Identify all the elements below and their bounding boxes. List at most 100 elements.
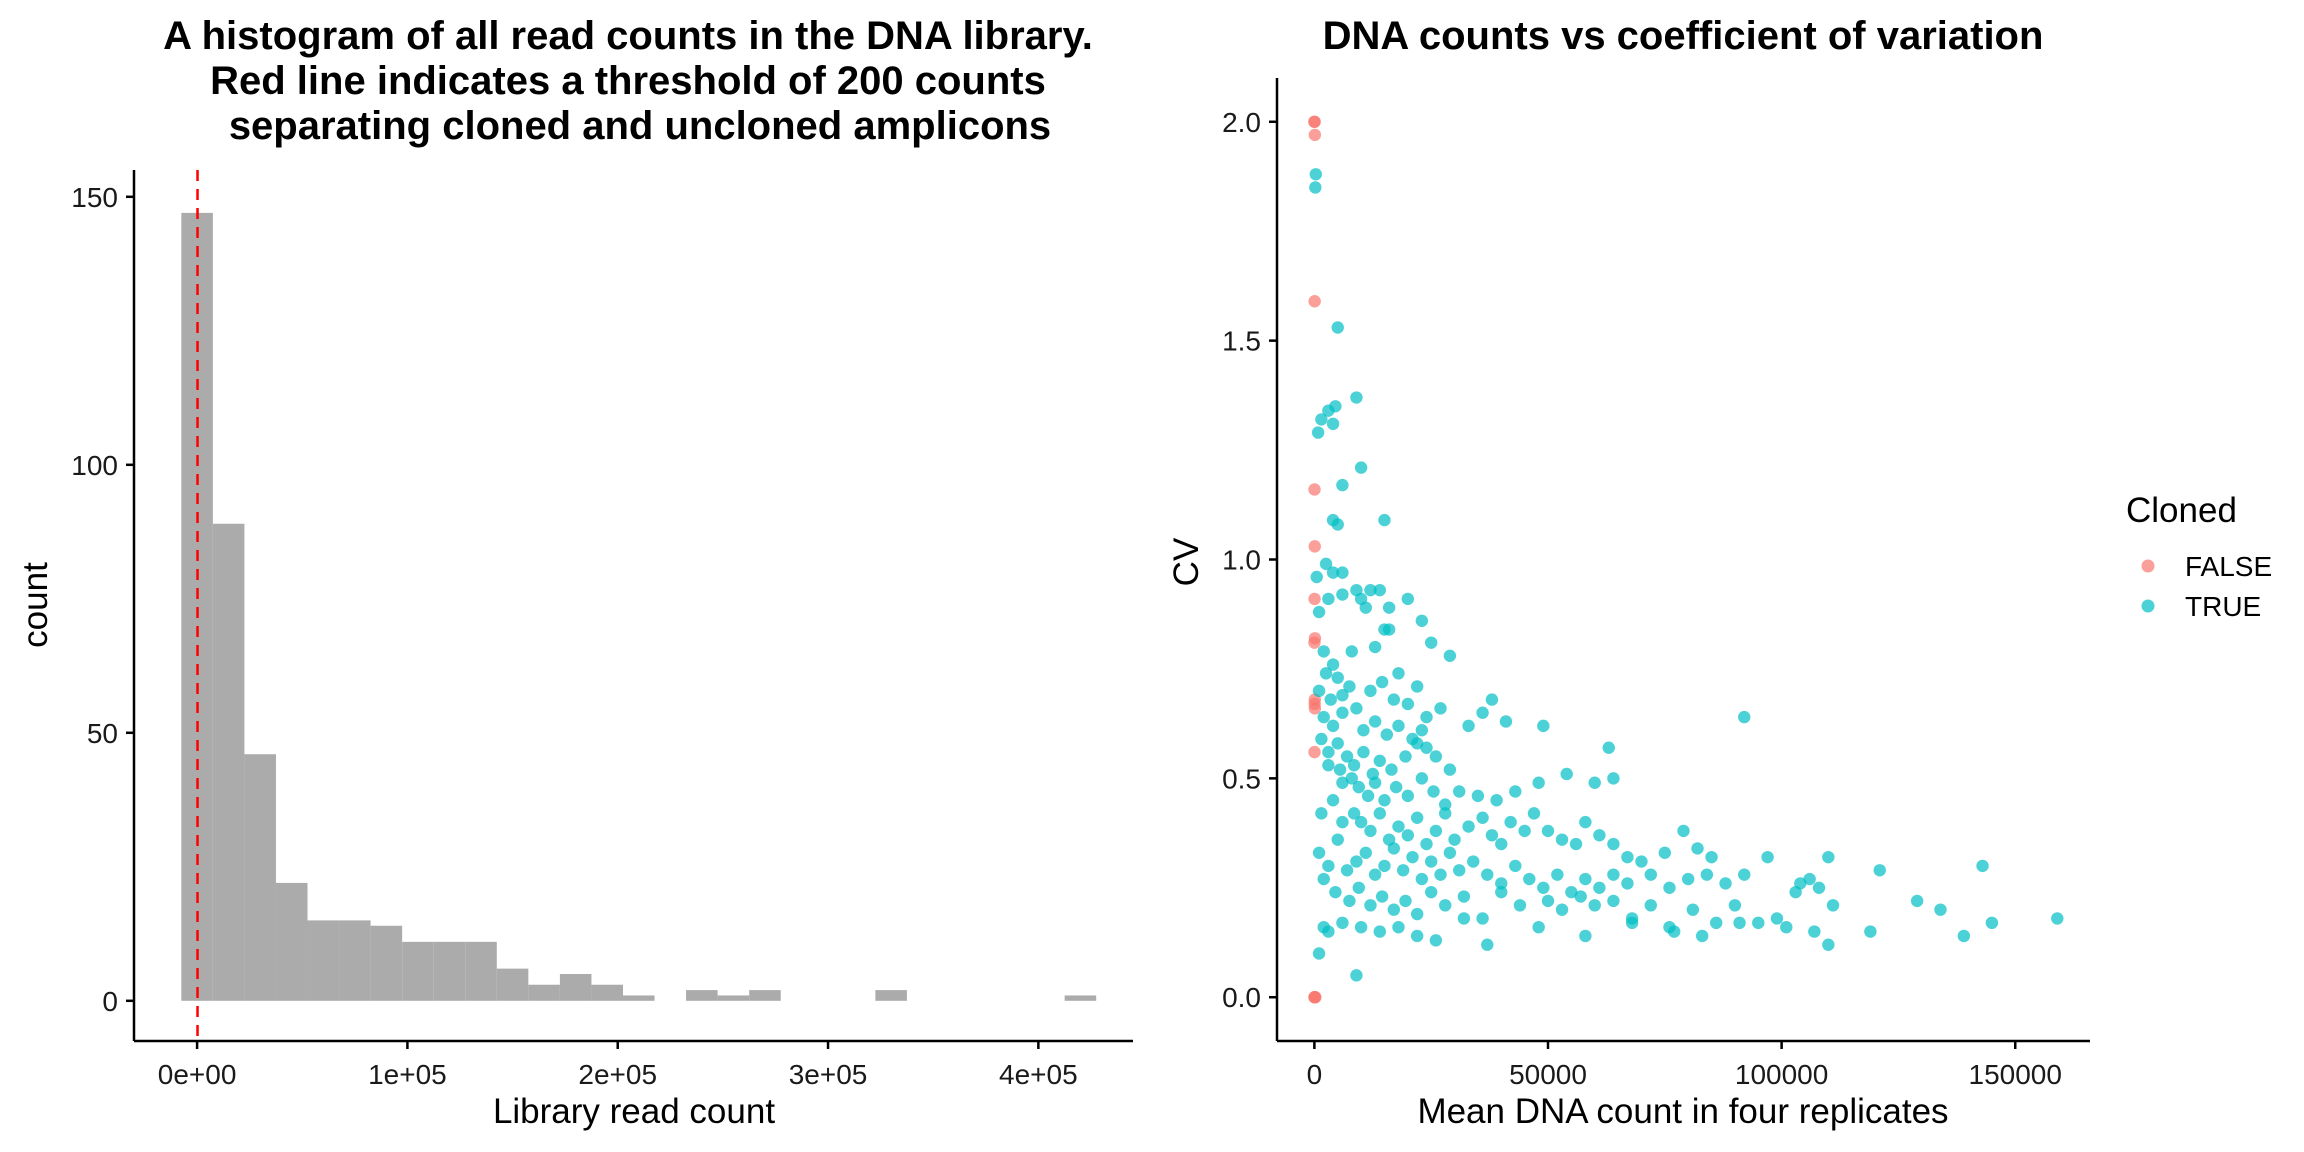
scatter-point-true	[1396, 864, 1410, 877]
histogram-y-tick-label: 50	[87, 718, 118, 749]
scatter-point-true	[1359, 846, 1372, 859]
histogram-bar	[622, 995, 655, 1001]
scatter-point-true	[1336, 815, 1349, 829]
scatter-point-true	[1309, 168, 1322, 181]
scatter-point-true	[1752, 916, 1765, 930]
scatter-x-tick-label: 150000	[1969, 1059, 2062, 1090]
scatter-point-true	[1710, 916, 1723, 930]
scatter-point-true	[1822, 938, 1835, 951]
scatter-point-true	[1588, 899, 1601, 912]
scatter-point-false	[1308, 295, 1321, 308]
scatter-point-true	[1439, 798, 1452, 811]
scatter-point-true	[1985, 916, 1999, 930]
histogram-title-line-3: separating cloned and uncloned amplicons	[229, 104, 1051, 148]
scatter-points	[1308, 115, 2064, 1004]
scatter-point-true	[1401, 697, 1415, 711]
scatter-point-true	[1621, 850, 1634, 864]
scatter-point-true	[1373, 754, 1386, 768]
scatter-point-true	[1780, 920, 1793, 934]
scatter-point-true	[1826, 899, 1840, 912]
scatter-point-true	[1399, 750, 1412, 763]
scatter-point-true	[1429, 934, 1443, 947]
scatter-point-true	[1387, 693, 1401, 706]
histogram-bar	[275, 882, 308, 1001]
scatter-point-true	[1770, 912, 1784, 925]
scatter-y-tick-label: 1.0	[1222, 545, 1261, 576]
scatter-point-true	[1579, 929, 1592, 943]
scatter-point-true	[1392, 820, 1405, 833]
histogram-y-ticks: 0 50 100 150	[71, 182, 134, 1017]
scatter-point-true	[1336, 776, 1349, 789]
scatter-point-true	[1415, 724, 1429, 737]
histogram-bar	[528, 984, 560, 1001]
scatter-point-true	[1509, 859, 1522, 873]
scatter-y-axis-label: CV	[1167, 537, 1206, 586]
histogram-y-axis-label: count	[16, 562, 55, 648]
scatter-point-true	[1427, 785, 1440, 798]
scatter-point-true	[1532, 776, 1545, 789]
scatter-point-true	[1532, 920, 1545, 934]
scatter-point-true	[1681, 872, 1695, 886]
histogram-bar	[559, 974, 592, 1001]
legend-label-false: FALSE	[2185, 551, 2272, 582]
scatter-point-true	[1691, 842, 1704, 855]
scatter-point-true	[1368, 640, 1382, 654]
scatter-point-true	[1934, 903, 1947, 916]
scatter-point-true	[1364, 824, 1377, 838]
scatter-point-true	[1410, 907, 1424, 921]
scatter-point-true	[1738, 868, 1751, 881]
scatter-point-true	[1429, 750, 1443, 763]
histogram-bar	[244, 754, 276, 1001]
scatter-point-true	[1822, 850, 1835, 864]
scatter-point-true	[1336, 688, 1349, 702]
scatter-point-true	[1340, 864, 1354, 877]
scatter-point-false	[1308, 540, 1321, 553]
scatter-point-true	[1392, 667, 1405, 680]
histogram-bar	[465, 941, 497, 1001]
scatter-point-true	[1457, 890, 1471, 903]
scatter-point-true	[1499, 715, 1513, 728]
scatter-point-true	[1354, 815, 1368, 829]
scatter-point-true	[1326, 794, 1340, 807]
scatter-point-true	[1331, 321, 1344, 334]
scatter-point-true	[1382, 623, 1396, 636]
scatter-point-true	[1658, 846, 1672, 859]
scatter-point-true	[1382, 601, 1396, 614]
scatter-point-true	[1322, 759, 1335, 772]
scatter-point-true	[1443, 649, 1457, 662]
histogram-x-tick-label: 3e+05	[789, 1059, 868, 1090]
scatter-point-true	[1357, 724, 1370, 737]
scatter-point-true	[1607, 772, 1620, 785]
histogram-x-tick-label: 0e+00	[158, 1059, 237, 1090]
histogram-bar	[212, 523, 245, 1001]
scatter-point-true	[1625, 916, 1639, 930]
scatter-point-true	[1331, 518, 1344, 531]
scatter-point-true	[1375, 890, 1389, 903]
scatter-point-true	[1354, 920, 1368, 934]
legend-key-false	[2141, 559, 2155, 573]
scatter-point-true	[1485, 693, 1499, 706]
legend: Cloned FALSE TRUE	[2126, 491, 2272, 622]
scatter-point-false	[1308, 636, 1321, 649]
histogram-bar	[686, 990, 718, 1001]
histogram-bar	[402, 941, 434, 1001]
scatter-y-tick-label: 0.0	[1222, 982, 1261, 1013]
scatter-point-true	[1326, 719, 1340, 733]
scatter-point-true	[1560, 767, 1573, 781]
histogram-bar	[717, 995, 750, 1001]
histogram-x-tick-label: 4e+05	[999, 1059, 1078, 1090]
scatter-point-true	[1808, 925, 1821, 938]
scatter-point-true	[1326, 658, 1340, 671]
legend-label-true: TRUE	[2185, 591, 2261, 622]
scatter-point-true	[1439, 807, 1452, 820]
scatter-point-true	[1310, 570, 1323, 584]
scatter-point-true	[1495, 885, 1508, 899]
scatter-x-tick-label: 0	[1307, 1059, 1323, 1090]
scatter-point-true	[1401, 592, 1415, 606]
scatter-point-true	[1812, 881, 1826, 894]
scatter-point-true	[1695, 929, 1709, 943]
scatter-point-true	[1705, 850, 1718, 864]
scatter-point-true	[1359, 601, 1372, 614]
histogram-bar	[307, 920, 340, 1001]
